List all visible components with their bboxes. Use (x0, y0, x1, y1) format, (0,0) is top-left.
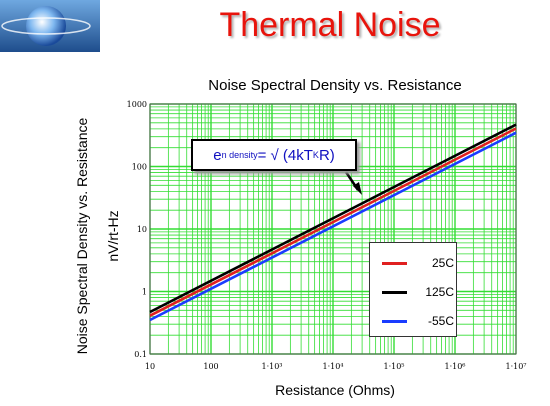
y-tick-label: 100 (132, 163, 147, 172)
globe-logo-icon (0, 0, 100, 52)
y-tick-label: 0.1 (134, 350, 147, 359)
formula-arrow-head (353, 182, 362, 195)
x-tick-label: 10 (145, 362, 155, 371)
y-tick-label: 1 (142, 288, 147, 297)
slide-title: Thermal Noise (219, 6, 441, 44)
legend-swatch (382, 291, 407, 294)
x-tick-label: 1·10⁴ (322, 362, 343, 371)
y-tick-label: 10 (137, 225, 147, 234)
x-axis-label: Resistance (Ohms) (275, 382, 395, 398)
legend-item-minus55c: -55C (370, 314, 458, 330)
x-tick-label: 1·10⁶ (444, 362, 465, 371)
x-tick-label: 1·10³ (261, 362, 282, 371)
plot-frame (149, 103, 517, 355)
series-line-125c (149, 123, 517, 314)
series-line-25c (149, 127, 517, 317)
x-tick-label: 1·10⁵ (383, 362, 404, 371)
x-tick-label: 100 (203, 362, 218, 371)
formula-symbol: e (213, 146, 222, 164)
formula-t-subscript: K (312, 150, 319, 160)
legend-swatch (382, 320, 407, 323)
series-line-55c (149, 131, 517, 322)
legend: 25C 125C -55C (369, 242, 457, 337)
formula-subscript: n density (221, 150, 258, 160)
chart-title: Noise Spectral Density vs. Resistance (208, 77, 462, 94)
y-tick-label: 1000 (127, 100, 147, 109)
formula-end: R) (318, 146, 335, 164)
legend-item-125c: 125C (370, 285, 458, 301)
formula-equals: = √ (4kT (257, 146, 313, 164)
legend-swatch (382, 262, 407, 265)
x-tick-label: 1·10⁷ (505, 362, 526, 371)
legend-item-25c: 25C (370, 256, 458, 272)
